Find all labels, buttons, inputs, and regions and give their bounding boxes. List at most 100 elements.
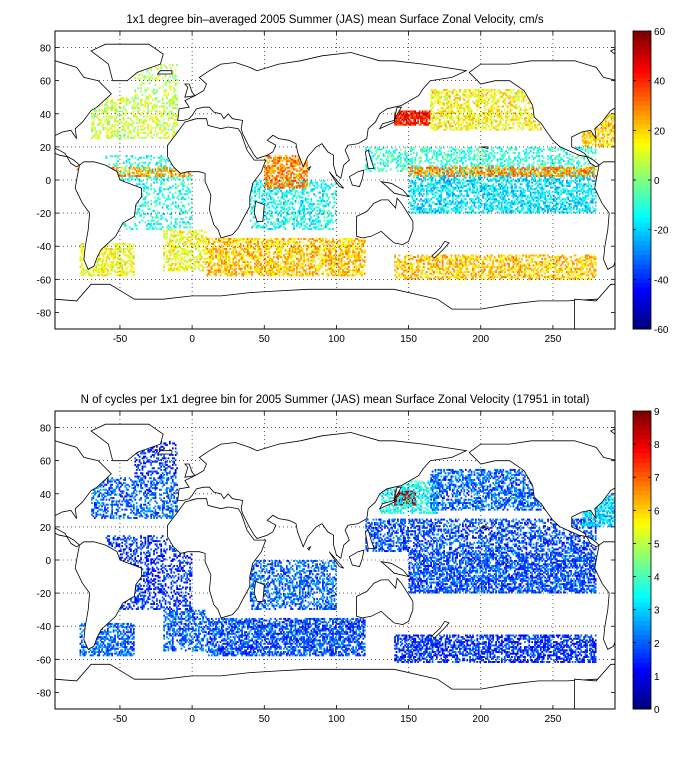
- data-cell: [313, 271, 316, 274]
- data-cell: [119, 120, 122, 123]
- data-cell: [271, 239, 274, 242]
- data-cell: [112, 117, 115, 120]
- data-cell: [102, 256, 105, 259]
- data-cell: [274, 264, 277, 267]
- data-cell: [117, 256, 119, 259]
- data-cell: [176, 118, 178, 121]
- data-cell: [272, 274, 275, 277]
- data-cell: [118, 264, 121, 267]
- data-cell: [92, 125, 95, 128]
- data-cell: [121, 274, 124, 277]
- data-cell: [117, 130, 119, 133]
- data-cell: [412, 262, 415, 265]
- data-cell: [170, 234, 173, 237]
- data-cell: [174, 264, 177, 267]
- data-cell: [170, 239, 173, 242]
- data-cell: [150, 135, 152, 138]
- data-cell: [128, 100, 131, 103]
- data-cell: [164, 74, 167, 76]
- data-cell: [140, 102, 142, 105]
- data-cell: [128, 180, 131, 182]
- data-cell: [317, 247, 320, 250]
- data-cell: [80, 262, 83, 265]
- data-cell: [105, 102, 108, 105]
- data-cell: [229, 239, 232, 242]
- data-cell: [277, 218, 280, 221]
- data-cell: [192, 256, 194, 259]
- data-cell: [219, 246, 222, 249]
- data-cell: [265, 272, 268, 275]
- data-cell: [176, 107, 178, 110]
- data-cell: [160, 65, 163, 68]
- data-cell: [270, 242, 272, 245]
- data-cell: [272, 271, 275, 274]
- data-cell: [91, 122, 93, 125]
- data-cell: [190, 252, 193, 255]
- data-cell: [128, 246, 131, 249]
- data-cell: [238, 254, 241, 257]
- data-cell: [105, 257, 108, 260]
- data-cell: [143, 105, 145, 108]
- data-cell: [493, 266, 496, 269]
- data-cell: [306, 244, 308, 247]
- data-cell: [128, 117, 131, 120]
- data-cell: [258, 261, 261, 264]
- data-cell: [163, 203, 165, 206]
- data-cell: [275, 199, 278, 202]
- data-cell: [423, 262, 425, 265]
- data-cell: [231, 264, 233, 267]
- data-cell: [98, 271, 101, 274]
- data-cell: [131, 155, 134, 158]
- data-cell: [195, 242, 197, 245]
- data-cell: [293, 259, 295, 262]
- data-cell: [303, 254, 305, 257]
- data-cell: [219, 252, 222, 255]
- data-cell: [105, 110, 108, 113]
- data-cell: [132, 267, 135, 270]
- data-cell: [119, 135, 122, 138]
- data-cell: [93, 110, 96, 113]
- data-cell: [288, 252, 291, 255]
- data-cell: [220, 239, 223, 242]
- data-cell: [144, 102, 147, 105]
- data-cell: [171, 242, 174, 245]
- data-cell: [261, 242, 264, 245]
- data-cell: [291, 249, 294, 252]
- data-cell: [297, 259, 300, 262]
- data-cell: [166, 261, 168, 264]
- data-cell: [125, 110, 128, 113]
- data-cell: [195, 237, 197, 240]
- data-cell: [167, 117, 170, 120]
- data-cell: [169, 257, 171, 260]
- data-cell: [179, 237, 181, 240]
- data-cell: [105, 267, 108, 270]
- data-cell: [143, 131, 145, 134]
- data-cell: [316, 251, 318, 254]
- data-cell: [212, 246, 215, 249]
- data-cell: [284, 267, 287, 270]
- data-cell: [225, 269, 228, 272]
- data-cell: [195, 246, 197, 249]
- data-cell: [209, 256, 212, 259]
- data-cell: [278, 247, 281, 250]
- data-cell: [80, 249, 83, 252]
- data-cell: [261, 274, 264, 277]
- data-cell: [122, 100, 125, 103]
- data-cell: [144, 118, 147, 121]
- data-cell: [150, 183, 152, 186]
- data-cell: [205, 257, 207, 260]
- data-cell: [242, 261, 245, 264]
- data-cell: [105, 256, 108, 259]
- data-cell: [104, 262, 106, 265]
- data-cell: [278, 267, 281, 270]
- data-cell: [241, 247, 243, 250]
- data-cell: [115, 120, 118, 123]
- data-cell: [163, 232, 165, 235]
- data-cell: [179, 262, 181, 265]
- data-cell: [132, 256, 135, 259]
- data-cell: [226, 269, 229, 272]
- data-cell: [261, 241, 264, 244]
- data-cell: [166, 241, 168, 244]
- data-cell: [132, 103, 135, 106]
- data-cell: [218, 259, 220, 262]
